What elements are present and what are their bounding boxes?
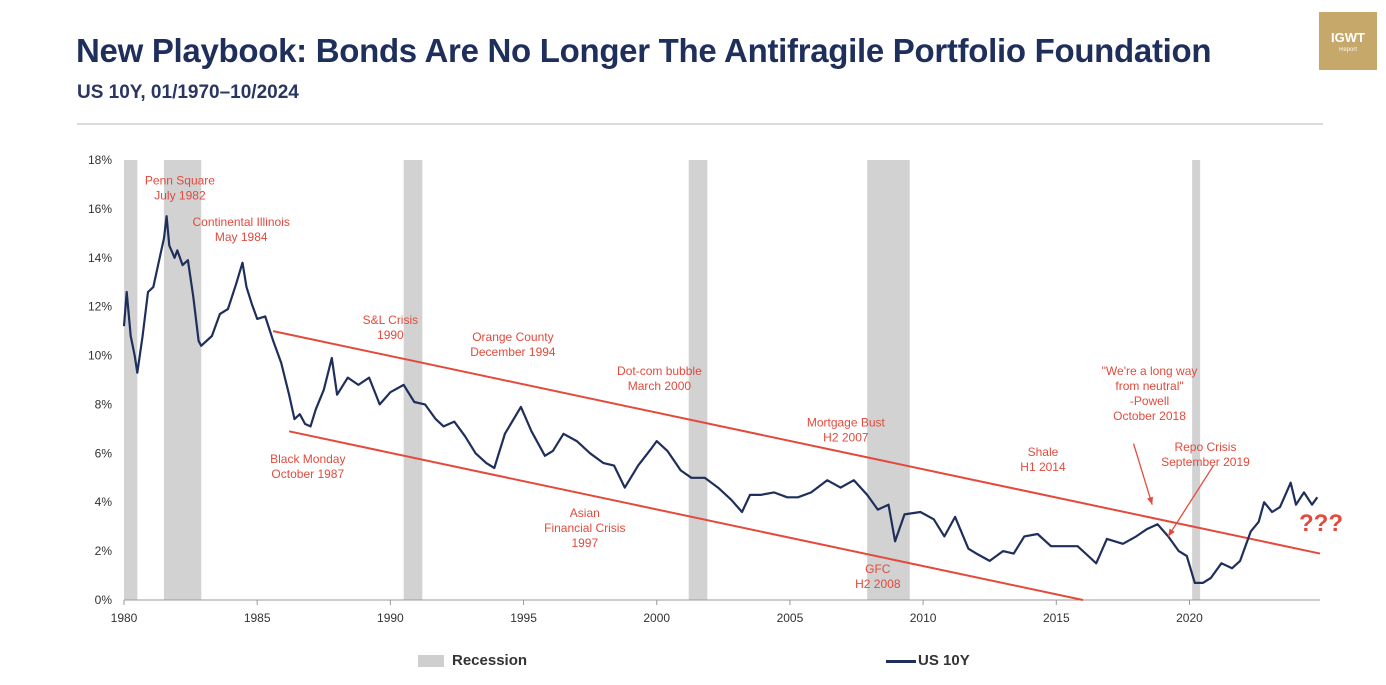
y-tick-label-2: 4% [95,495,113,509]
annotation-5: Mortgage Bust H2 2007 [807,415,886,444]
recession-swatch [418,655,444,668]
annotation-4: Dot-com bubble March 2000 [617,364,702,393]
recession-band-3 [688,160,708,600]
logo-subtext: Report [1338,47,1357,53]
x-tick-label-4: 2000 [643,611,670,625]
series-line-us10y [122,215,1319,584]
arrow-line-0 [1132,443,1153,505]
annotation-8: Repo Crisis September 2019 [1161,440,1250,469]
legend-series-label: US 10Y [918,652,970,669]
igwt-logo: IGWT Report [1319,12,1377,70]
x-tick-label-3: 1995 [510,611,537,625]
y-tick-label-1: 2% [95,544,113,558]
x-tick-label-6: 2010 [910,611,937,625]
annotation-9: Black Monday October 1987 [270,452,345,481]
y-tick-label-4: 8% [95,397,113,411]
recession-band-0 [124,160,138,600]
arrow-head-1 [1168,528,1175,537]
y-tick-label-7: 14% [88,251,112,265]
header-divider [77,123,1323,125]
recession-band-5 [1192,160,1201,600]
legend-recession-label: Recession [452,652,528,669]
recession-band-2 [403,160,423,600]
x-tick-label-0: 1980 [111,611,138,625]
annotation-6: Shale H1 2014 [1020,445,1066,474]
annotation-0: Penn Square July 1982 [145,173,215,202]
annotation-11: GFC H2 2008 [855,562,901,591]
recession-band-1 [163,160,202,600]
logo-text: IGWT [1331,30,1365,45]
x-tick-label-5: 2005 [777,611,804,625]
y-tick-label-6: 12% [88,300,112,314]
annotation-1: Continental Illinois May 1984 [193,215,290,244]
annotation-2: S&L Crisis 1990 [363,313,419,342]
question-marks-annotation: ??? [1299,510,1343,537]
y-tick-label-9: 18% [88,153,112,167]
x-tick-label-1: 1985 [244,611,271,625]
x-tick-label-7: 2015 [1043,611,1070,625]
legend-us10y: US 10Y [886,652,970,669]
x-tick-label-8: 2020 [1176,611,1203,625]
trend-line-0 [272,330,1321,555]
annotation-3: Orange County December 1994 [470,330,556,359]
recession-band-4 [867,160,910,600]
arrow-line-1 [1167,465,1214,537]
trend-line-1 [288,430,1084,601]
page-title: New Playbook: Bonds Are No Longer The An… [76,32,1212,69]
series-swatch [886,659,916,663]
annotation-7: "We're a long way from neutral" -Powell Oct… [1102,364,1198,423]
y-tick-label-5: 10% [88,349,112,363]
annotation-10: Asian Financial Crisis 1997 [544,506,625,550]
page-subtitle: US 10Y, 01/1970–10/2024 [77,82,299,103]
y-tick-label-8: 16% [88,202,112,216]
y-tick-label-0: 0% [95,593,113,607]
arrow-head-0 [1147,496,1154,505]
x-tick-label-2: 1990 [377,611,404,625]
legend-recession: Recession [418,652,527,669]
y-tick-label-3: 6% [95,446,113,460]
